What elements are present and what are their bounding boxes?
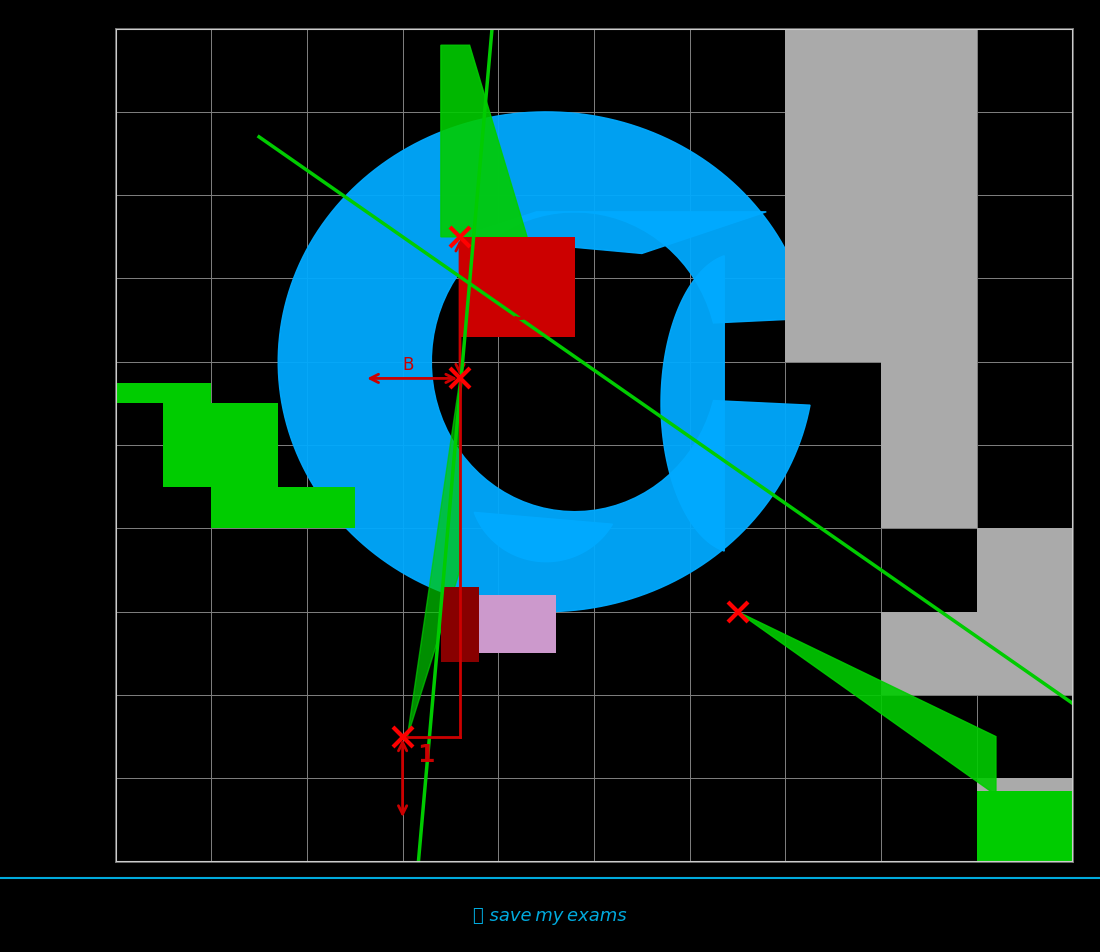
Polygon shape	[474, 512, 613, 562]
Bar	[785, 29, 977, 195]
Bar	[441, 586, 480, 662]
Bar	[163, 404, 278, 486]
Bar	[977, 791, 1072, 862]
Bar	[977, 779, 1072, 862]
Text: 3: 3	[513, 301, 530, 326]
Polygon shape	[407, 378, 460, 737]
Bar	[881, 611, 977, 695]
Bar	[881, 195, 977, 362]
Polygon shape	[460, 211, 767, 253]
Polygon shape	[738, 611, 996, 795]
Bar	[785, 195, 881, 362]
Bar	[480, 595, 556, 653]
Text: 1: 1	[417, 743, 434, 766]
Text: B: B	[403, 356, 414, 374]
Bar	[116, 383, 211, 404]
Bar	[211, 486, 354, 528]
Polygon shape	[661, 256, 724, 551]
Text: Ⓢ save my exams: Ⓢ save my exams	[473, 906, 627, 924]
Polygon shape	[441, 45, 527, 237]
Bar	[977, 528, 1072, 695]
Bar	[881, 362, 977, 528]
Polygon shape	[278, 112, 810, 611]
Bar	[460, 237, 575, 337]
